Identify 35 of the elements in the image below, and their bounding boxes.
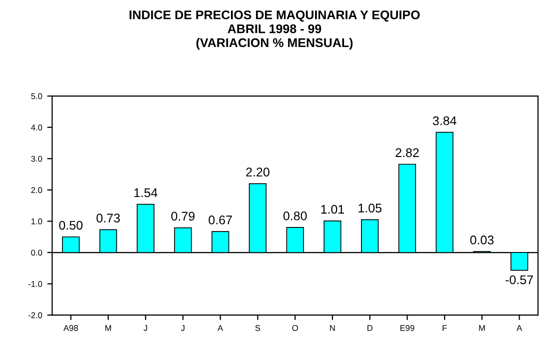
x-tick-label: A xyxy=(218,325,224,331)
x-tick-label: A xyxy=(516,325,522,331)
x-tick-label: N xyxy=(330,325,335,331)
y-tick-label: 0.0 xyxy=(31,250,42,256)
y-tick-label: -2.0 xyxy=(28,312,42,318)
x-tick-label: M xyxy=(105,325,112,331)
data-label: 3.84 xyxy=(432,116,456,126)
x-tick-label: J xyxy=(144,325,148,331)
y-tick-label: 2.0 xyxy=(31,187,42,194)
data-label: 0.80 xyxy=(283,211,307,220)
chart-title: INDICE DE PRECIOS DE MAQUINARIA Y EQUIPO ABRIL 1998 - 99 (VARIACION % MENSUAL) xyxy=(130,10,420,50)
x-tick-label: J xyxy=(181,325,184,331)
x-tick-label: S xyxy=(255,325,260,331)
data-label: 0.79 xyxy=(171,212,195,221)
data-label: 1.54 xyxy=(134,188,158,198)
y-tick-label: 4.0 xyxy=(31,124,42,130)
data-label: 0.73 xyxy=(96,214,120,222)
x-tick-label: M xyxy=(479,325,485,331)
y-tick-label: -1.0 xyxy=(28,281,42,287)
data-label: 0.50 xyxy=(59,220,83,230)
data-label: 2.82 xyxy=(396,148,419,158)
x-tick-label: E99 xyxy=(400,325,414,331)
x-tick-label: D xyxy=(368,325,372,331)
data-label: 2.20 xyxy=(246,168,270,176)
x-tick-label: O xyxy=(292,325,298,331)
y-tick-label: 3.0 xyxy=(31,156,42,162)
y-tick-label: 5.0 xyxy=(31,93,42,100)
x-tick-label: A98 xyxy=(63,325,78,331)
data-label: 0.67 xyxy=(208,216,232,224)
data-label: 1.05 xyxy=(358,204,382,212)
data-label: 0.03 xyxy=(470,236,494,244)
y-tick-label: 1.0 xyxy=(31,218,42,224)
data-label: -0.57 xyxy=(506,275,533,284)
data-label: 1.01 xyxy=(321,204,344,214)
x-tick-label: F xyxy=(442,325,447,331)
